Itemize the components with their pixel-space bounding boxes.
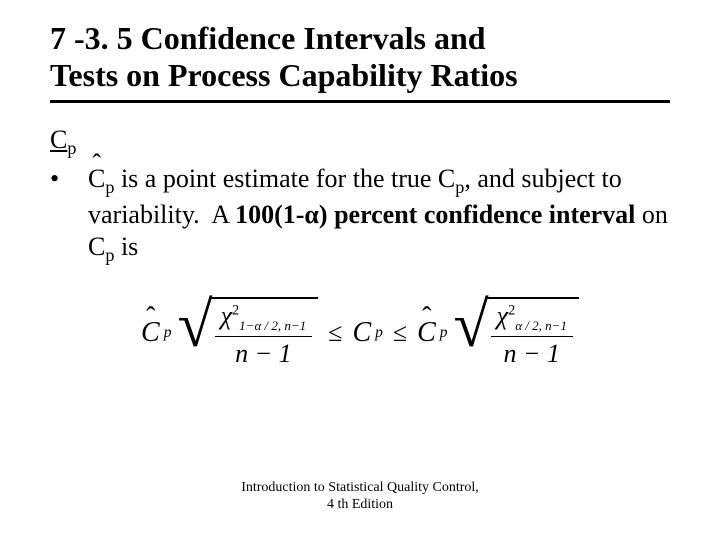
cp-center: Cp (352, 317, 382, 349)
title-line-2: Tests on Process Capability Ratios (50, 57, 518, 93)
sqrt-right: √ χ2α / 2, n−1 n − 1 (454, 297, 579, 369)
denominator-left: n − 1 (215, 337, 313, 369)
chi-sup-left: 2 (232, 303, 239, 319)
footer-line-1: Introduction to Statistical Quality Cont… (241, 480, 479, 495)
chi-right: χ (497, 301, 508, 330)
numerator-right: χ2α / 2, n−1 (491, 301, 573, 337)
bullet-marker: • (50, 163, 88, 196)
chi-left: χ (221, 301, 232, 330)
radical-right: √ (454, 293, 489, 357)
chi-sup-right: 2 (508, 303, 515, 319)
confidence-interval-formula: Cp √ χ21−α / 2, n−1 n − 1 ≤ Cp ≤ Cp (141, 297, 579, 369)
slide-title: 7 -3. 5 Confidence Intervals and Tests o… (50, 20, 670, 94)
radical-left: √ (177, 293, 212, 357)
title-line-1: 7 -3. 5 Confidence Intervals and (50, 20, 486, 56)
footer: Introduction to Statistical Quality Cont… (0, 480, 720, 514)
leq-1: ≤ (324, 318, 346, 348)
chi-sub-right: α / 2, n−1 (515, 318, 567, 333)
title-rule (50, 100, 670, 103)
bullet-item: • Cp is a point estimate for the true Cp… (50, 163, 670, 267)
fraction-left: χ21−α / 2, n−1 n − 1 (215, 301, 313, 369)
radicand-right: χ2α / 2, n−1 n − 1 (485, 297, 579, 369)
numerator-left: χ21−α / 2, n−1 (215, 301, 313, 337)
sqrt-left: √ χ21−α / 2, n−1 n − 1 (177, 297, 318, 369)
formula-block: Cp √ χ21−α / 2, n−1 n − 1 ≤ Cp ≤ Cp (50, 297, 670, 369)
leq-2: ≤ (389, 318, 411, 348)
footer-line-2: 4 th Edition (327, 497, 393, 512)
fraction-right: χ2α / 2, n−1 n − 1 (491, 301, 573, 369)
subheading-cp: Cp (50, 125, 670, 159)
slide: 7 -3. 5 Confidence Intervals and Tests o… (0, 0, 720, 540)
radicand-left: χ21−α / 2, n−1 n − 1 (209, 297, 319, 369)
cp-hat-right: Cp (417, 317, 447, 349)
denominator-right: n − 1 (491, 337, 573, 369)
bullet-text: Cp is a point estimate for the true Cp, … (88, 163, 670, 267)
cp-hat-left: Cp (141, 317, 171, 349)
chi-sub-left: 1−α / 2, n−1 (239, 318, 306, 333)
